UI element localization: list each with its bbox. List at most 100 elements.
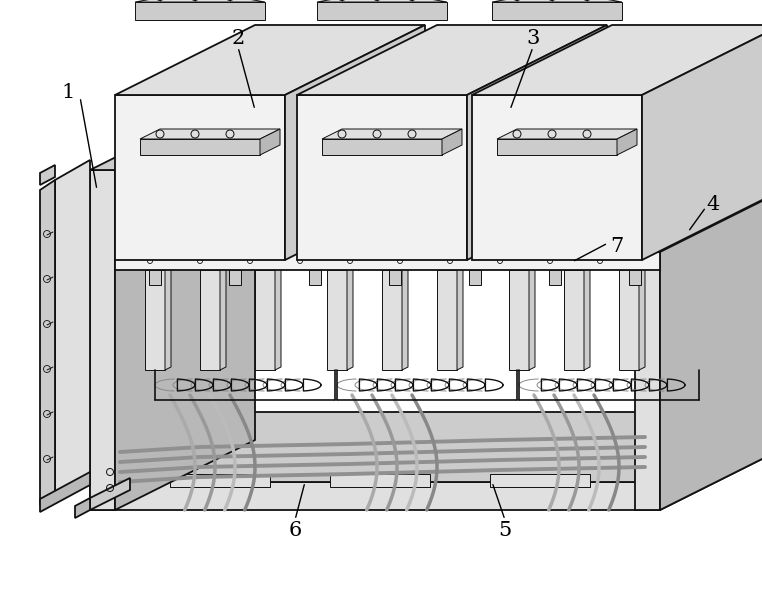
Polygon shape [90, 478, 130, 510]
Polygon shape [660, 170, 762, 510]
Polygon shape [297, 25, 607, 95]
Polygon shape [579, 252, 595, 260]
Polygon shape [354, 90, 372, 190]
Polygon shape [135, 2, 265, 20]
Polygon shape [382, 86, 408, 90]
Polygon shape [115, 95, 285, 260]
Polygon shape [270, 86, 296, 90]
Polygon shape [382, 270, 402, 370]
Polygon shape [629, 252, 645, 260]
Polygon shape [472, 25, 762, 95]
Polygon shape [275, 267, 281, 370]
Polygon shape [660, 412, 762, 510]
Polygon shape [149, 270, 161, 285]
Polygon shape [492, 0, 622, 2]
Polygon shape [452, 86, 478, 90]
Polygon shape [170, 474, 270, 487]
Polygon shape [354, 86, 380, 90]
Polygon shape [145, 270, 165, 370]
Text: 5: 5 [498, 520, 511, 539]
Polygon shape [215, 257, 237, 260]
Polygon shape [382, 90, 400, 190]
Polygon shape [347, 257, 369, 260]
Text: 6: 6 [288, 520, 302, 539]
Polygon shape [297, 95, 467, 260]
Polygon shape [255, 270, 275, 370]
Polygon shape [270, 90, 288, 190]
Polygon shape [90, 170, 115, 510]
Polygon shape [229, 270, 241, 285]
Polygon shape [40, 180, 55, 505]
Polygon shape [115, 182, 762, 252]
Polygon shape [90, 412, 762, 482]
Polygon shape [317, 2, 447, 20]
Polygon shape [467, 25, 607, 260]
Polygon shape [422, 252, 438, 260]
Polygon shape [497, 139, 617, 155]
Polygon shape [642, 25, 762, 260]
Polygon shape [452, 90, 470, 190]
Polygon shape [604, 257, 626, 260]
Polygon shape [115, 100, 255, 510]
Polygon shape [372, 252, 388, 260]
Polygon shape [140, 129, 280, 139]
Polygon shape [711, 86, 737, 90]
Polygon shape [635, 170, 762, 240]
Polygon shape [490, 474, 590, 487]
Text: 4: 4 [706, 195, 719, 215]
Polygon shape [115, 252, 660, 270]
Polygon shape [347, 252, 363, 260]
Polygon shape [140, 252, 156, 260]
Polygon shape [554, 257, 576, 260]
Polygon shape [508, 90, 526, 190]
Polygon shape [529, 267, 535, 370]
Polygon shape [40, 165, 55, 185]
Polygon shape [215, 252, 231, 260]
Polygon shape [309, 270, 321, 285]
Polygon shape [554, 252, 570, 260]
Polygon shape [536, 90, 554, 190]
Polygon shape [372, 257, 394, 260]
Polygon shape [635, 240, 660, 510]
Polygon shape [190, 257, 212, 260]
Polygon shape [326, 90, 344, 190]
Polygon shape [655, 90, 673, 190]
Polygon shape [165, 257, 187, 260]
Polygon shape [190, 252, 206, 260]
Polygon shape [579, 257, 601, 260]
Polygon shape [604, 252, 620, 260]
Polygon shape [397, 257, 419, 260]
Text: 7: 7 [610, 238, 623, 257]
Polygon shape [220, 267, 226, 370]
Polygon shape [627, 86, 653, 90]
Polygon shape [629, 257, 651, 260]
Polygon shape [322, 129, 462, 139]
Polygon shape [683, 90, 701, 190]
Polygon shape [480, 86, 506, 90]
Polygon shape [504, 257, 526, 260]
Polygon shape [298, 90, 316, 190]
Polygon shape [322, 257, 344, 260]
Polygon shape [402, 267, 408, 370]
Polygon shape [629, 270, 641, 285]
Polygon shape [330, 474, 430, 487]
Polygon shape [508, 86, 534, 90]
Polygon shape [326, 86, 352, 90]
Polygon shape [711, 90, 729, 190]
Polygon shape [140, 257, 162, 260]
Polygon shape [322, 252, 338, 260]
Polygon shape [509, 270, 529, 370]
Polygon shape [564, 270, 584, 370]
Polygon shape [135, 0, 265, 2]
Polygon shape [655, 86, 681, 90]
Polygon shape [564, 90, 582, 190]
Polygon shape [442, 129, 462, 155]
Polygon shape [200, 270, 220, 370]
Polygon shape [639, 267, 645, 370]
Polygon shape [75, 498, 90, 518]
Polygon shape [347, 267, 353, 370]
Polygon shape [584, 267, 590, 370]
Polygon shape [165, 267, 171, 370]
Polygon shape [115, 25, 425, 95]
Polygon shape [265, 257, 287, 260]
